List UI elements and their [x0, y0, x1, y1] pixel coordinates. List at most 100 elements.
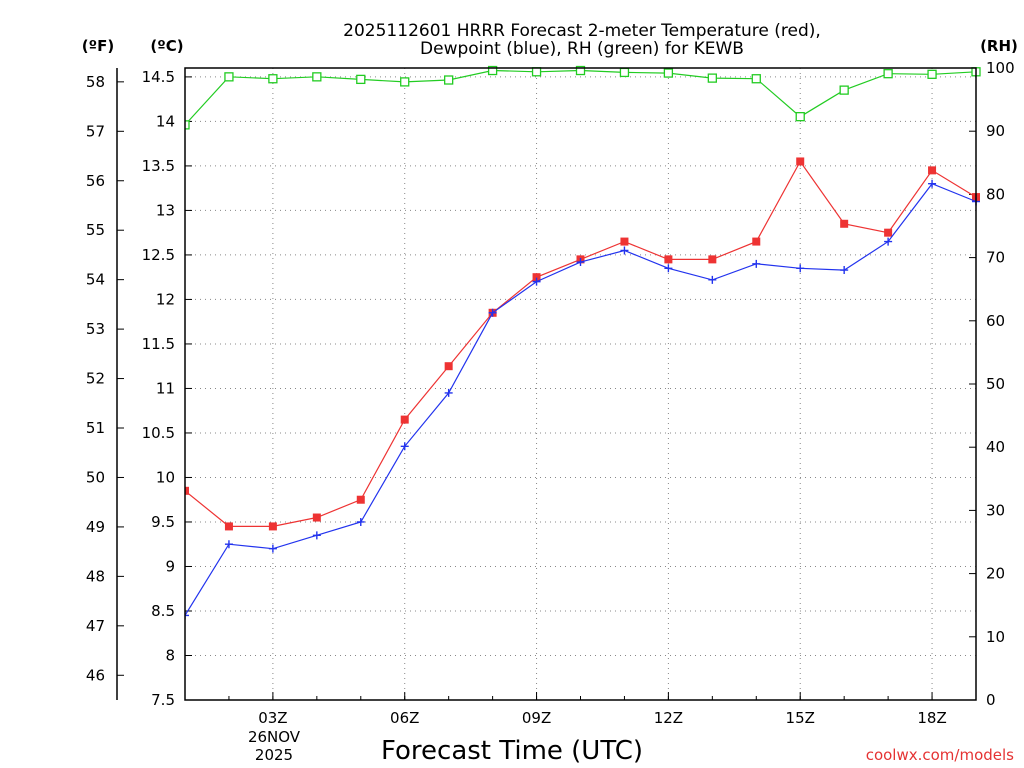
data-point-dewpoint — [928, 179, 937, 188]
data-point-temperature — [356, 495, 365, 504]
celsius-tick-label: 9 — [165, 557, 175, 575]
data-point-temperature — [312, 513, 321, 522]
data-point-dewpoint — [664, 264, 673, 273]
chart-title-line2: Dewpoint (blue), RH (green) for KEWB — [420, 39, 744, 59]
fahrenheit-tick-label: 50 — [86, 468, 105, 486]
data-point-rh — [619, 67, 630, 78]
celsius-tick-label: 8 — [165, 646, 175, 664]
data-point-dewpoint — [185, 611, 189, 620]
x-tick-label: 12Z — [654, 709, 683, 727]
celsius-tick-label: 12.5 — [142, 246, 175, 264]
celsius-tick-label: 11 — [156, 379, 175, 397]
data-point-rh — [707, 73, 717, 83]
data-point-rh — [795, 112, 805, 122]
data-point-dewpoint — [400, 442, 409, 451]
series-dewpoint — [185, 179, 980, 620]
rh-tick-label: 100 — [986, 59, 1015, 77]
data-point-rh — [883, 69, 893, 79]
fahrenheit-tick-label: 56 — [86, 172, 105, 190]
series-line-rh — [185, 69, 977, 126]
data-point-dewpoint — [840, 266, 849, 275]
data-point-rh — [185, 120, 190, 130]
celsius-tick-label: 14.5 — [142, 68, 175, 86]
data-point-dewpoint — [796, 264, 805, 273]
data-point-dewpoint — [752, 259, 761, 268]
fahrenheit-tick-label: 51 — [86, 419, 105, 437]
data-point-dewpoint — [312, 531, 321, 540]
credit-link[interactable]: coolwx.com/models — [866, 746, 1014, 764]
x-tick-label: 18Z — [917, 709, 946, 727]
rh-tick-label: 50 — [986, 375, 1005, 393]
fahrenheit-tick-label: 52 — [86, 370, 105, 388]
fahrenheit-axis: 46 47 48 49 50 51 52 53 54 55 56 57 58 — [86, 68, 124, 700]
data-point-temperature — [928, 166, 937, 175]
fahrenheit-tick-label: 58 — [86, 73, 105, 91]
data-point-dewpoint — [532, 277, 541, 286]
data-point-rh — [531, 67, 542, 77]
x-tick-label: 03Z — [258, 709, 287, 727]
data-point-rh — [575, 65, 586, 76]
celsius-tick-label: 12 — [156, 290, 175, 308]
data-point-temperature — [752, 237, 761, 246]
rh-tick-label: 20 — [986, 565, 1005, 583]
data-series — [185, 65, 981, 620]
data-point-rh — [312, 72, 322, 82]
data-point-dewpoint — [620, 246, 629, 255]
fahrenheit-tick-label: 55 — [86, 221, 105, 239]
fahrenheit-tick-label: 57 — [86, 122, 105, 140]
data-point-rh — [927, 69, 937, 79]
data-point-rh — [487, 65, 498, 76]
data-point-dewpoint — [224, 540, 233, 549]
data-point-temperature — [185, 486, 189, 495]
fahrenheit-tick-label: 46 — [86, 666, 105, 684]
celsius-tick-label: 7.5 — [151, 691, 175, 709]
data-point-temperature — [884, 228, 893, 237]
data-point-rh — [839, 85, 849, 95]
data-point-rh — [751, 74, 761, 84]
celsius-tick-label: 11.5 — [142, 335, 175, 353]
data-point-rh — [663, 68, 674, 78]
data-point-temperature — [224, 522, 233, 531]
data-point-rh — [268, 74, 278, 84]
rh-unit-label: (RH) — [980, 37, 1018, 55]
data-point-rh — [400, 77, 410, 87]
fahrenheit-tick-label: 49 — [86, 518, 105, 536]
x-tick-label: 06Z — [390, 709, 419, 727]
data-point-temperature — [796, 157, 805, 166]
data-point-temperature — [444, 362, 453, 371]
axes: 7.5 8 8.5 9 9.5 10 10.5 11 11.5 12 12.5 13 13.5 14 14.… — [142, 59, 1015, 727]
data-point-dewpoint — [356, 517, 365, 526]
fahrenheit-tick-label: 47 — [86, 617, 105, 635]
series-line-dewpoint — [185, 182, 977, 616]
rh-tick-label: 10 — [986, 628, 1005, 646]
rh-tick-label: 60 — [986, 312, 1005, 330]
grid-lines — [185, 68, 976, 701]
data-point-temperature — [840, 219, 849, 228]
rh-tick-label: 90 — [986, 122, 1005, 140]
data-point-dewpoint — [576, 258, 585, 267]
date-label-day: 26NOV — [248, 728, 301, 746]
data-point-temperature — [664, 255, 673, 264]
data-point-temperature — [532, 273, 541, 282]
celsius-tick-label: 9.5 — [151, 513, 175, 531]
data-point-temperature — [708, 255, 717, 264]
data-point-temperature — [400, 415, 409, 424]
x-tick-label: 09Z — [522, 709, 551, 727]
series-rh — [185, 65, 981, 130]
data-point-dewpoint — [488, 308, 497, 317]
data-point-dewpoint — [884, 237, 893, 246]
fahrenheit-tick-label: 54 — [86, 271, 105, 289]
rh-tick-label: 30 — [986, 501, 1005, 519]
plot-frame — [184, 67, 977, 701]
celsius-tick-label: 13 — [156, 201, 175, 219]
x-axis-title: Forecast Time (UTC) — [381, 736, 643, 766]
data-point-temperature — [620, 237, 629, 246]
date-label-year: 2025 — [255, 746, 293, 764]
fahrenheit-tick-label: 53 — [86, 320, 105, 338]
rh-tick-label: 80 — [986, 185, 1005, 203]
celsius-tick-label: 10.5 — [142, 424, 175, 442]
chart-title-line1: 2025112601 HRRR Forecast 2-meter Tempera… — [343, 21, 821, 41]
celsius-tick-label: 10 — [156, 468, 175, 486]
rh-tick-label: 70 — [986, 249, 1005, 267]
